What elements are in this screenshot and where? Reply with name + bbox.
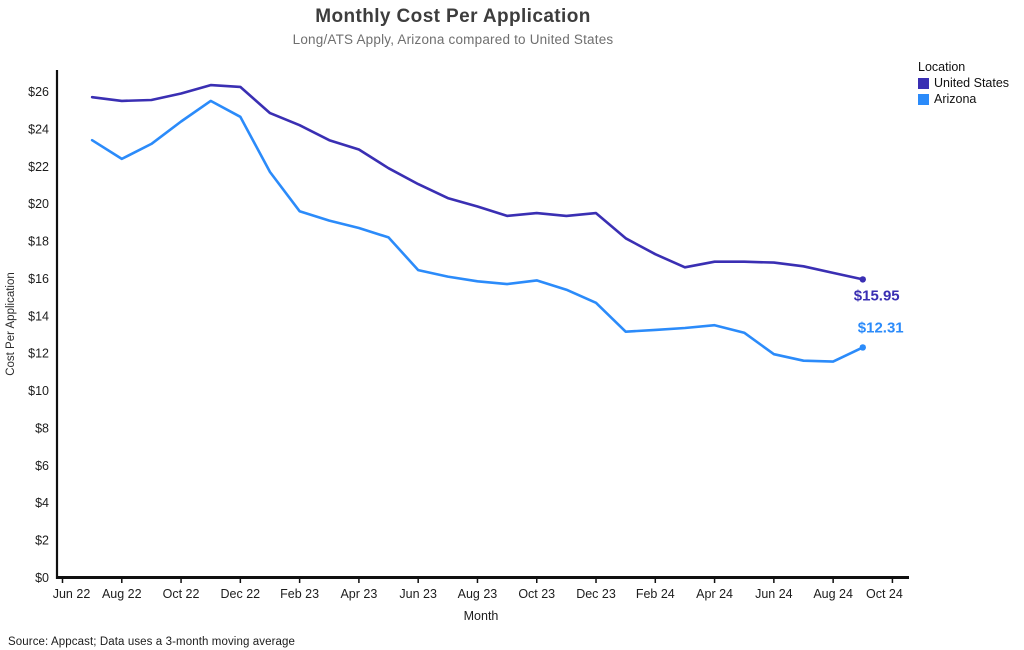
y-tick-label: $22 bbox=[28, 160, 49, 174]
y-tick-label: $8 bbox=[35, 421, 49, 435]
x-tick-label: Aug 22 bbox=[102, 587, 142, 601]
legend: Location United States Arizona bbox=[918, 60, 1009, 107]
x-tick-label: Oct 22 bbox=[163, 587, 200, 601]
x-tick-label: Aug 24 bbox=[813, 587, 853, 601]
source-note: Source: Appcast; Data uses a 3-month mov… bbox=[8, 636, 296, 648]
legend-item-united-states: United States bbox=[918, 76, 1009, 91]
x-tick-label: Oct 24 bbox=[866, 587, 903, 601]
x-axis-title: Month bbox=[464, 609, 499, 623]
legend-label-united-states: United States bbox=[934, 76, 1010, 90]
y-tick-label: $4 bbox=[35, 496, 49, 510]
end-label-united-states: $15.95 bbox=[854, 287, 900, 304]
x-tick-label: Jun 24 bbox=[755, 587, 793, 601]
x-tick-label: Feb 24 bbox=[636, 587, 675, 601]
y-tick-label: $24 bbox=[28, 122, 49, 136]
x-tick-label: Aug 23 bbox=[458, 587, 498, 601]
series-line-arizona bbox=[90, 99, 865, 363]
y-tick-label: $20 bbox=[28, 197, 49, 211]
legend-item-arizona: Arizona bbox=[918, 92, 1009, 107]
x-tick-label: Apr 23 bbox=[340, 587, 377, 601]
x-tick-label: Jun 23 bbox=[399, 587, 437, 601]
x-tick-label: Apr 24 bbox=[696, 587, 733, 601]
y-tick-label: $26 bbox=[28, 85, 49, 99]
series-line-united-states bbox=[90, 83, 865, 281]
end-dot-arizona bbox=[859, 344, 866, 351]
y-tick-label: $14 bbox=[28, 309, 49, 323]
x-tick-label: Dec 22 bbox=[221, 587, 261, 601]
y-axis-title: Cost Per Application bbox=[5, 272, 17, 376]
end-label-arizona: $12.31 bbox=[858, 319, 904, 336]
x-tick-label: Oct 23 bbox=[518, 587, 555, 601]
y-tick-label: $2 bbox=[35, 534, 49, 548]
y-tick-label: $6 bbox=[35, 459, 49, 473]
y-tick-label: $16 bbox=[28, 272, 49, 286]
y-tick-label: $18 bbox=[28, 235, 49, 249]
x-tick-label: Jun 22 bbox=[53, 587, 91, 601]
y-tick-label: $10 bbox=[28, 384, 49, 398]
x-tick-label: Dec 23 bbox=[576, 587, 616, 601]
legend-label-arizona: Arizona bbox=[934, 92, 977, 106]
legend-swatch-united-states-icon bbox=[918, 78, 929, 89]
x-tick-label: Feb 23 bbox=[280, 587, 319, 601]
legend-swatch-arizona-icon bbox=[918, 94, 929, 105]
y-tick-label: $12 bbox=[28, 347, 49, 361]
end-dot-united-states bbox=[859, 276, 866, 283]
y-tick-label: $0 bbox=[35, 571, 49, 585]
legend-title: Location bbox=[918, 60, 966, 74]
